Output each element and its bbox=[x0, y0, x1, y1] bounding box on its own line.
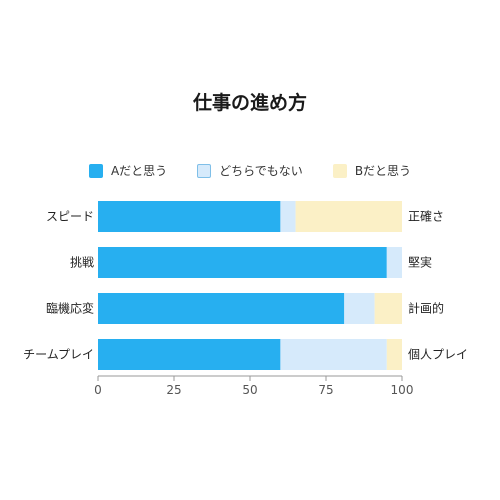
right-label-2: 計画的 bbox=[408, 301, 444, 316]
bar-1-series-1 bbox=[386, 247, 402, 278]
legend: Aだと思う どちらでもない Bだと思う bbox=[0, 162, 500, 179]
x-tick-label-3: 75 bbox=[318, 383, 333, 397]
bar-0-series-2 bbox=[295, 201, 402, 232]
legend-label-b: Bだと思う bbox=[354, 164, 412, 178]
category-label-2: 臨機応変 bbox=[46, 301, 94, 316]
legend-label-a: Aだと思う bbox=[110, 164, 168, 178]
chart-title: 仕事の進め方 bbox=[192, 92, 307, 114]
bar-3-series-2 bbox=[386, 339, 402, 370]
category-label-1: 挑戦 bbox=[70, 256, 94, 270]
x-tick-label-4: 100 bbox=[391, 383, 414, 397]
category-label-3: チームプレイ bbox=[23, 348, 94, 362]
bar-3-series-0 bbox=[98, 339, 281, 370]
bar-1-series-0 bbox=[98, 247, 387, 278]
right-label-3: 個人プレイ bbox=[408, 348, 468, 362]
bar-2-series-2 bbox=[374, 293, 402, 324]
bar-2-series-1 bbox=[344, 293, 375, 324]
bar-0-series-1 bbox=[280, 201, 296, 232]
right-label-0: 正確さ bbox=[408, 209, 444, 224]
legend-swatch-neutral bbox=[197, 163, 212, 178]
x-tick-label-0: 0 bbox=[94, 383, 102, 397]
right-label-1: 堅実 bbox=[408, 255, 432, 270]
legend-item-a[interactable]: Aだと思う bbox=[88, 162, 168, 179]
category-label-0: スピード bbox=[46, 210, 94, 224]
legend-label-neutral: どちらでもない bbox=[219, 164, 303, 178]
legend-swatch-b bbox=[332, 163, 347, 178]
x-tick-label-1: 25 bbox=[166, 383, 181, 397]
bar-2-series-0 bbox=[98, 293, 345, 324]
x-tick-label-2: 50 bbox=[242, 383, 257, 397]
legend-item-b[interactable]: Bだと思う bbox=[332, 162, 412, 179]
legend-swatch-a bbox=[88, 163, 103, 178]
legend-item-neutral[interactable]: どちらでもない bbox=[197, 162, 303, 179]
bar-3-series-1 bbox=[280, 339, 387, 370]
bar-0-series-0 bbox=[98, 201, 281, 232]
